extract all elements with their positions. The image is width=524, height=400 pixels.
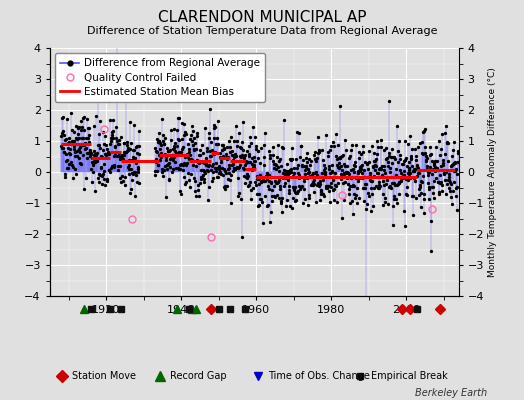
Legend: Difference from Regional Average, Quality Control Failed, Estimated Station Mean: Difference from Regional Average, Qualit…: [55, 53, 265, 102]
Text: Berkeley Earth: Berkeley Earth: [415, 388, 487, 398]
Text: Empirical Break: Empirical Break: [370, 371, 447, 381]
Text: CLARENDON MUNICIPAL AP: CLARENDON MUNICIPAL AP: [158, 10, 366, 25]
Text: Station Move: Station Move: [72, 371, 136, 381]
Text: Difference of Station Temperature Data from Regional Average: Difference of Station Temperature Data f…: [87, 26, 437, 36]
Text: Record Gap: Record Gap: [170, 371, 227, 381]
Text: Time of Obs. Change: Time of Obs. Change: [268, 371, 370, 381]
Y-axis label: Monthly Temperature Anomaly Difference (°C): Monthly Temperature Anomaly Difference (…: [488, 67, 497, 277]
